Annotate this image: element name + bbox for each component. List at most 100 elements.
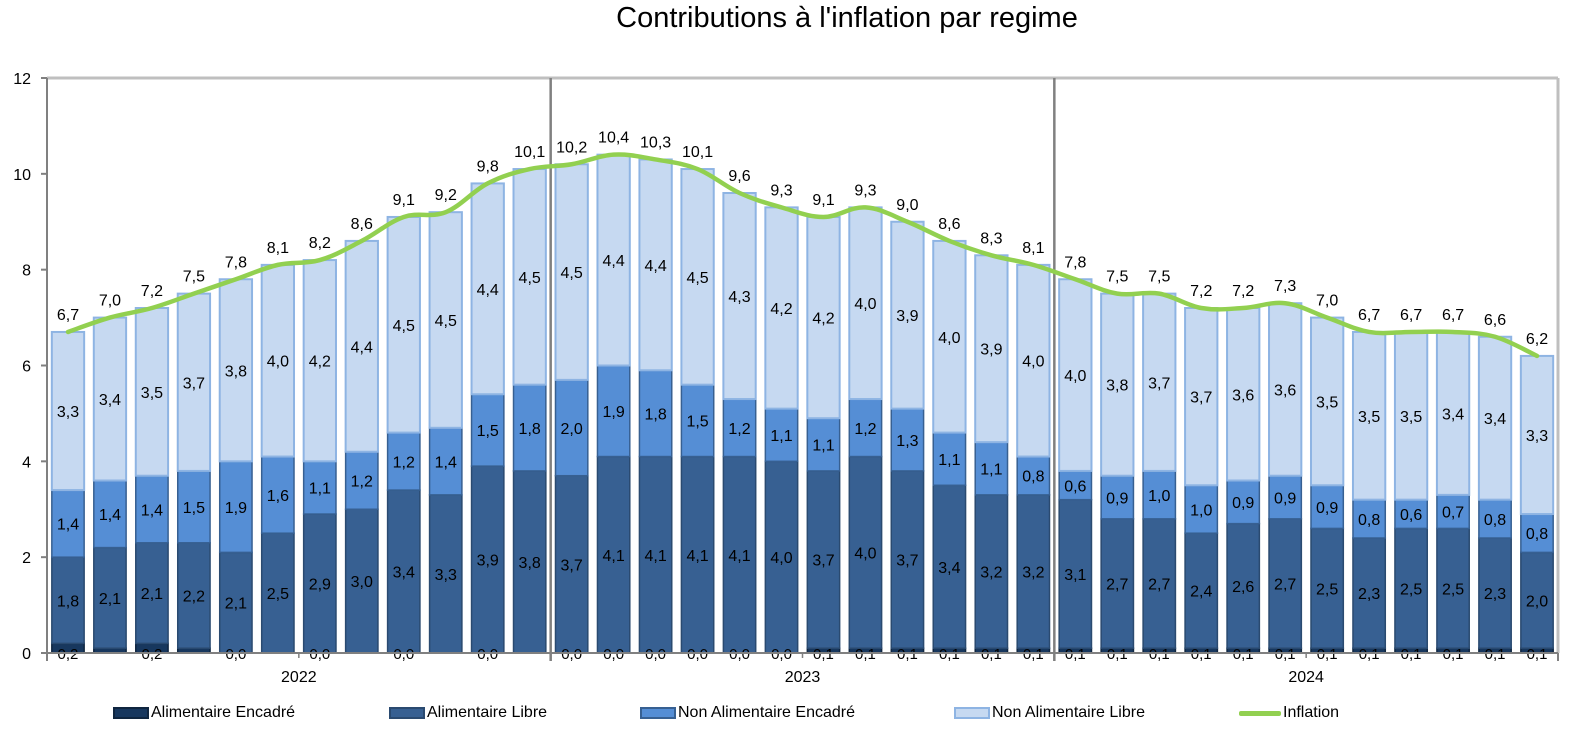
data-label-non-alimentaire-libre: 4,4 xyxy=(644,258,666,275)
data-label-alimentaire-encadre: 0,1 xyxy=(1485,646,1506,663)
legend-swatch xyxy=(954,707,990,719)
legend-label: Alimentaire Encadré xyxy=(151,704,296,721)
data-label-alimentaire-encadre: 0,1 xyxy=(1107,646,1128,663)
y-tick-label: 6 xyxy=(22,359,31,376)
data-label-non-alimentaire-encadr-: 1,4 xyxy=(435,454,457,471)
data-label-inflation: 10,4 xyxy=(598,130,629,147)
legend-item-inflation[interactable]: Inflation xyxy=(1239,704,1339,722)
data-label-inflation: 7,3 xyxy=(1274,278,1296,295)
bar-segment-non-alimentaire-libre xyxy=(386,215,421,434)
bar-segment-alimentaire-libre xyxy=(1352,537,1387,649)
data-label-non-alimentaire-libre: 4,5 xyxy=(519,270,541,287)
data-label-inflation: 6,7 xyxy=(1358,307,1380,324)
data-label-non-alimentaire-encadr-: 1,2 xyxy=(393,454,415,471)
data-label-non-alimentaire-encadr-: 2,0 xyxy=(561,421,583,438)
year-separators xyxy=(549,78,1056,661)
bar-segment-non-alimentaire-libre xyxy=(1309,316,1345,487)
data-label-alimentaire-encadre: 0,1 xyxy=(1317,646,1338,663)
bar-segment-non-alimentaire-encadr- xyxy=(848,398,883,458)
data-label-non-alimentaire-encadr-: 1,1 xyxy=(980,462,1002,479)
data-label-alimentaire-libre: 2,7 xyxy=(1148,577,1170,594)
bar-segment-non-alimentaire-encadr- xyxy=(890,407,925,472)
data-label-inflation: 8,6 xyxy=(938,216,960,233)
data-label-alimentaire-libre: 3,9 xyxy=(477,553,499,570)
data-label-non-alimentaire-encadr-: 1,2 xyxy=(351,474,373,491)
bar-segment-non-alimentaire-encadr- xyxy=(218,460,253,554)
bar-segment-alimentaire-libre xyxy=(512,470,547,654)
data-label-alimentaire-libre: 2,1 xyxy=(141,586,163,603)
data-label-non-alimentaire-libre: 4,5 xyxy=(686,270,708,287)
data-label-alimentaire-libre: 2,7 xyxy=(1106,577,1128,594)
data-label-non-alimentaire-libre: 4,0 xyxy=(938,330,960,347)
data-label-alimentaire-libre: 2,5 xyxy=(1400,581,1422,598)
legend-item-non-alimentaire-encadre[interactable]: Non Alimentaire Encadré xyxy=(640,704,855,722)
data-label-alimentaire-encadre: 0,2 xyxy=(58,646,79,663)
data-label-alimentaire-encadre: 0,1 xyxy=(939,646,960,663)
data-label-alimentaire-encadre: 0,1 xyxy=(1149,646,1170,663)
data-label-non-alimentaire-encadr-: 0,8 xyxy=(1022,469,1044,486)
data-label-non-alimentaire-libre: 3,6 xyxy=(1274,382,1296,399)
data-label-non-alimentaire-encadr-: 1,1 xyxy=(770,428,792,445)
bar-segment-alimentaire-libre xyxy=(806,470,841,649)
data-label-alimentaire-libre: 2,2 xyxy=(183,589,205,606)
bar-segment-alimentaire-libre xyxy=(1184,532,1219,649)
data-labels: 0,2 1,8 1,4 3,3 6,7 2,1 1,4 3,4 7,0 0,2 2,1 1,4 3,5 7… xyxy=(57,130,1548,663)
legend-item-alimentaire-encadre[interactable]: Alimentaire Encadré xyxy=(113,704,295,722)
data-label-inflation: 7,0 xyxy=(99,293,121,310)
data-label-inflation: 6,7 xyxy=(1442,307,1464,324)
data-label-inflation: 10,1 xyxy=(514,144,545,161)
data-label-alimentaire-encadre: 0,0 xyxy=(687,646,708,663)
data-label-inflation: 10,3 xyxy=(640,134,671,151)
bar-segment-alimentaire-libre xyxy=(1100,518,1135,649)
data-label-alimentaire-encadre: 0,0 xyxy=(393,646,414,663)
inflation-line-group xyxy=(65,152,1540,359)
data-label-inflation: 6,2 xyxy=(1526,331,1548,348)
bar-segment-non-alimentaire-encadr- xyxy=(93,479,127,549)
data-label-non-alimentaire-encadr-: 1,5 xyxy=(183,500,205,517)
data-label-alimentaire-libre: 2,5 xyxy=(1316,581,1338,598)
y-tick-label: 4 xyxy=(22,454,31,471)
data-label-non-alimentaire-encadr-: 0,6 xyxy=(1064,478,1086,495)
data-label-alimentaire-libre: 3,1 xyxy=(1064,567,1086,584)
data-label-alimentaire-libre: 4,0 xyxy=(770,550,792,567)
bar-segment-non-alimentaire-encadr- xyxy=(260,455,295,534)
data-label-alimentaire-encadre: 0,2 xyxy=(142,646,163,663)
bar-segment-non-alimentaire-libre xyxy=(1393,330,1429,501)
legend-item-non-alimentaire-libre[interactable]: Non Alimentaire Libre xyxy=(954,704,1145,722)
data-label-alimentaire-libre: 4,1 xyxy=(644,548,666,565)
bar-segment-non-alimentaire-encadr- xyxy=(386,431,421,491)
data-label-non-alimentaire-libre: 3,9 xyxy=(980,342,1002,359)
data-label-non-alimentaire-libre: 3,8 xyxy=(1106,378,1128,395)
bar-segment-non-alimentaire-encadr- xyxy=(1268,474,1303,520)
data-label-alimentaire-encadre: 0,1 xyxy=(1401,646,1422,663)
data-label-inflation: 7,2 xyxy=(1232,283,1254,300)
bar-segment-non-alimentaire-libre xyxy=(1016,263,1051,458)
bar-segment-alimentaire-libre xyxy=(596,455,631,654)
data-label-alimentaire-encadre: 0,1 xyxy=(981,646,1002,663)
bar-segment-alimentaire-libre xyxy=(1142,518,1177,649)
bar-segment-non-alimentaire-encadr- xyxy=(764,407,799,463)
data-label-inflation: 9,1 xyxy=(812,192,834,209)
data-label-non-alimentaire-encadr-: 1,4 xyxy=(99,507,121,524)
data-label-alimentaire-libre: 3,7 xyxy=(561,557,583,574)
bar-segment-non-alimentaire-libre xyxy=(302,259,337,463)
data-label-non-alimentaire-encadr-: 0,9 xyxy=(1316,500,1338,517)
bar-segment-non-alimentaire-libre xyxy=(596,153,631,367)
data-label-alimentaire-libre: 2,1 xyxy=(99,591,121,608)
data-label-non-alimentaire-encadr-: 1,3 xyxy=(896,433,918,450)
data-label-non-alimentaire-libre: 4,3 xyxy=(728,289,750,306)
data-label-inflation: 8,6 xyxy=(351,216,373,233)
data-label-alimentaire-libre: 3,4 xyxy=(938,560,960,577)
data-label-alimentaire-encadre: 0,0 xyxy=(309,646,330,663)
bar-segment-alimentaire-libre xyxy=(51,556,85,645)
data-label-non-alimentaire-libre: 4,4 xyxy=(351,339,373,356)
data-label-alimentaire-encadre: 0,1 xyxy=(813,646,834,663)
bar-segment-alimentaire-libre xyxy=(176,542,211,649)
legend-item-alimentaire-libre[interactable]: Alimentaire Libre xyxy=(389,704,547,722)
data-label-inflation: 8,1 xyxy=(1022,240,1044,257)
bar-segment-non-alimentaire-libre xyxy=(1226,307,1261,482)
data-label-inflation: 10,2 xyxy=(556,139,587,156)
data-label-inflation: 9,3 xyxy=(854,182,876,199)
data-label-alimentaire-libre: 2,9 xyxy=(309,577,331,594)
